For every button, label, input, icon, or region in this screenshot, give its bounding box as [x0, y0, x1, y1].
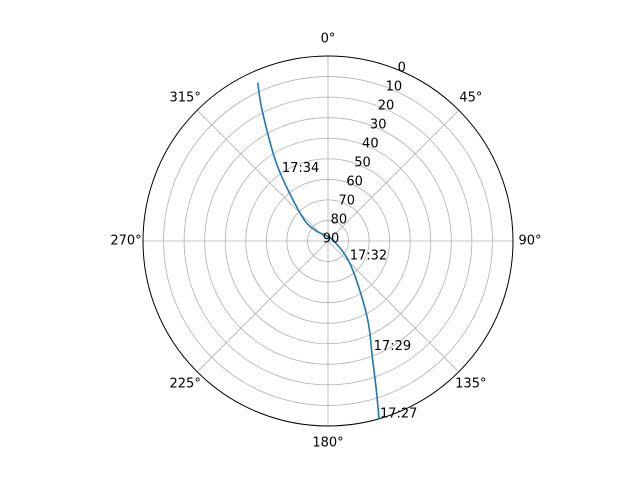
radial-tick-label-50: 50: [354, 156, 371, 171]
time-annotation-1734: 17:34: [282, 161, 319, 176]
theta-tick-label-180: 180°: [312, 436, 343, 451]
label-layer: 0° 45° 90° 135° 180° 225° 270° 315° 0 10 20 30 40 50 6…: [110, 32, 541, 451]
radial-tick-label-10: 10: [386, 80, 403, 95]
series-line-0: [256, 82, 380, 420]
angular-grid-line-315: [196, 109, 329, 242]
radial-tick-label-20: 20: [378, 99, 395, 114]
time-annotation-1732: 17:32: [350, 248, 387, 263]
radial-tick-label-0: 0: [398, 61, 406, 76]
polar-frame: [142, 55, 514, 427]
theta-tick-label-90: 90°: [518, 234, 541, 249]
theta-tick-label-135: 135°: [455, 376, 486, 391]
radial-tick-label-40: 40: [362, 137, 379, 152]
radial-tick-label-60: 60: [346, 175, 363, 190]
series-layer: [256, 82, 380, 420]
radial-tick-label-90: 90: [323, 232, 340, 247]
time-annotation-1729: 17:29: [374, 339, 411, 354]
angular-grid-line-45: [327, 109, 460, 242]
radial-tick-label-30: 30: [370, 118, 387, 133]
time-annotation-1727: 17:27: [380, 406, 417, 421]
radial-tick-label-80: 80: [331, 213, 348, 228]
theta-tick-label-225: 225°: [170, 376, 201, 391]
theta-tick-label-0: 0°: [321, 32, 336, 47]
theta-tick-label-270: 270°: [110, 234, 141, 249]
theta-tick-label-315: 315°: [170, 91, 201, 106]
theta-tick-label-45: 45°: [459, 91, 482, 106]
angular-grid-line-225: [196, 240, 329, 373]
radial-tick-label-70: 70: [338, 194, 355, 209]
